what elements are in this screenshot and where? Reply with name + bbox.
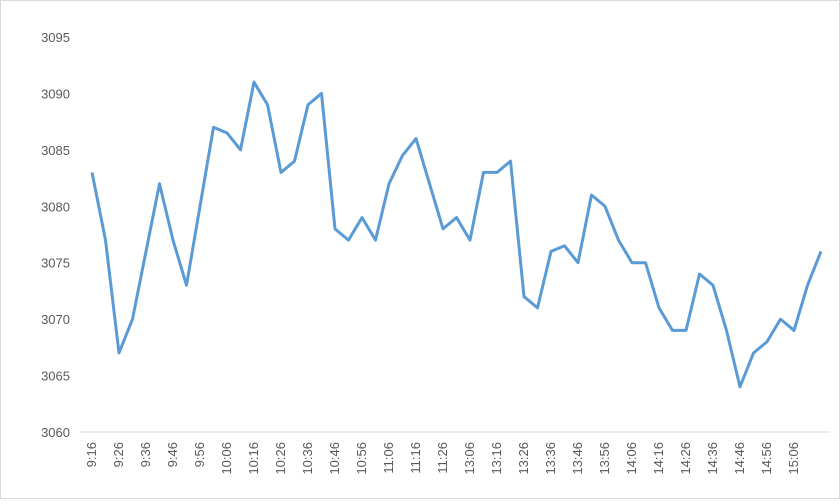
x-tick-label: 11:06	[381, 442, 396, 474]
x-tick-label: 10:46	[327, 442, 342, 475]
y-tick-label: 3095	[41, 30, 70, 45]
x-tick-label: 9:46	[165, 442, 180, 467]
x-tick-label: 11:26	[435, 442, 450, 474]
x-tick-label: 14:36	[705, 442, 720, 475]
x-tick-label: 9:56	[192, 442, 207, 467]
x-tick-label: 9:16	[84, 442, 99, 467]
x-tick-label: 15:06	[786, 442, 801, 475]
y-tick-label: 3065	[41, 369, 70, 384]
x-tick-label: 9:36	[138, 442, 153, 467]
x-tick-label: 10:26	[273, 442, 288, 475]
x-tick-label: 10:16	[246, 442, 261, 475]
y-tick-label: 3090	[41, 86, 70, 101]
x-tick-label: 14:26	[678, 442, 693, 475]
x-tick-label: 13:16	[489, 442, 504, 475]
x-tick-label: 14:16	[651, 442, 666, 475]
x-tick-label: 13:26	[516, 442, 531, 475]
x-tick-label: 10:06	[219, 442, 234, 475]
x-tick-label: 14:46	[732, 442, 747, 475]
y-tick-label: 3075	[41, 256, 70, 271]
x-tick-label: 13:06	[462, 442, 477, 475]
x-tick-label: 10:36	[300, 442, 315, 475]
x-tick-label: 13:56	[597, 442, 612, 475]
y-tick-label: 3070	[41, 312, 70, 327]
x-tick-label: 10:56	[354, 442, 369, 475]
y-tick-label: 3080	[41, 199, 70, 214]
line-series	[90, 80, 823, 389]
x-tick-label: 11:16	[408, 442, 423, 474]
x-tick-label: 14:56	[759, 442, 774, 475]
x-tick-label: 13:46	[570, 442, 585, 475]
y-tick-label: 3060	[41, 425, 70, 440]
y-tick-label: 3085	[41, 143, 70, 158]
x-tick-label: 9:26	[111, 442, 126, 467]
x-tick-label: 13:36	[543, 442, 558, 475]
x-tick-label: 14:06	[624, 442, 639, 475]
